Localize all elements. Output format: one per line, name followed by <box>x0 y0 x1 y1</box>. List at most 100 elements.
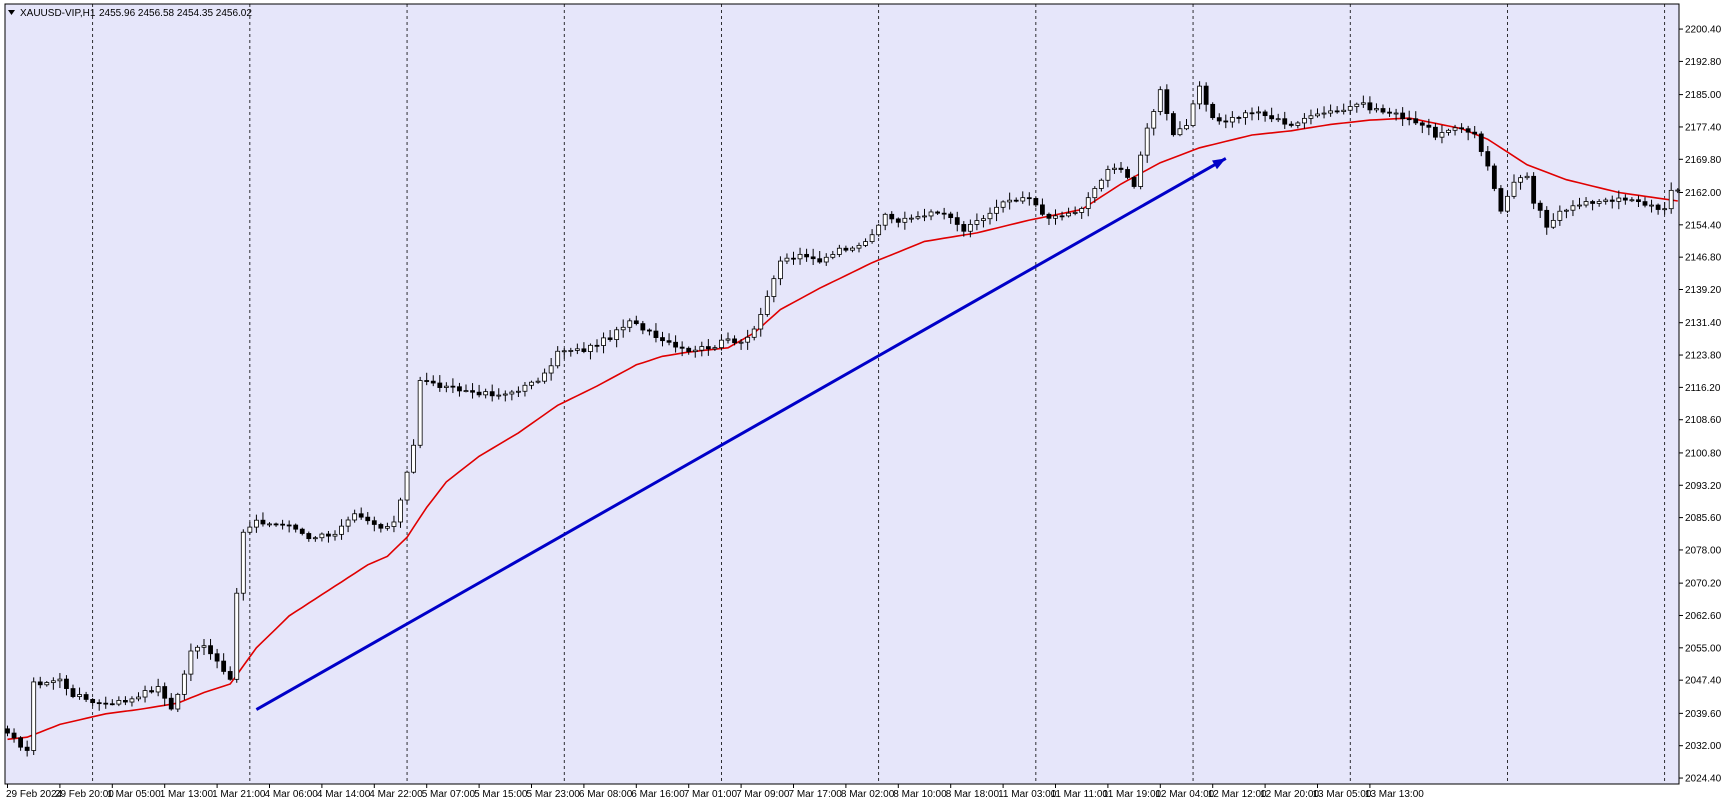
candle[interactable] <box>856 242 862 253</box>
candle[interactable] <box>391 515 397 533</box>
candle[interactable] <box>692 345 698 358</box>
candle[interactable] <box>1144 123 1150 163</box>
candle[interactable] <box>208 638 213 660</box>
candle[interactable] <box>326 531 331 543</box>
candle[interactable] <box>332 530 338 541</box>
candle[interactable] <box>1210 102 1216 120</box>
candle[interactable] <box>758 307 764 337</box>
candle[interactable] <box>1662 202 1668 215</box>
candle[interactable] <box>312 536 318 542</box>
candle[interactable] <box>358 507 364 520</box>
candle[interactable] <box>1675 188 1681 194</box>
candle[interactable] <box>1472 125 1478 139</box>
candle[interactable] <box>286 520 292 533</box>
candle[interactable] <box>1583 197 1589 208</box>
candle[interactable] <box>1105 165 1111 188</box>
candle[interactable] <box>516 386 521 398</box>
candle[interactable] <box>810 248 816 265</box>
candle[interactable] <box>1308 109 1314 125</box>
candle[interactable] <box>299 527 305 536</box>
candle[interactable] <box>450 378 456 394</box>
candle[interactable] <box>240 529 246 601</box>
candle[interactable] <box>1550 213 1556 229</box>
candle[interactable] <box>280 519 286 530</box>
candle[interactable] <box>1511 174 1517 199</box>
candle[interactable] <box>1013 197 1019 203</box>
candle[interactable] <box>443 382 449 393</box>
candle[interactable] <box>876 223 882 237</box>
candle[interactable] <box>1112 163 1117 174</box>
candle[interactable] <box>1079 206 1085 219</box>
candle[interactable] <box>1485 146 1491 171</box>
candle[interactable] <box>489 384 495 402</box>
candle[interactable] <box>745 329 751 350</box>
candle[interactable] <box>653 323 659 343</box>
candle[interactable] <box>319 532 325 542</box>
candle[interactable] <box>1400 107 1406 126</box>
candle[interactable] <box>103 696 109 709</box>
candle[interactable] <box>1269 107 1275 123</box>
candle[interactable] <box>529 380 534 390</box>
candle[interactable] <box>568 347 574 357</box>
candle[interactable] <box>1655 203 1661 215</box>
candle[interactable] <box>633 315 639 326</box>
candle[interactable] <box>142 685 148 703</box>
candle[interactable] <box>1197 81 1202 110</box>
candle[interactable] <box>941 207 947 220</box>
candle[interactable] <box>267 522 272 528</box>
candle[interactable] <box>411 439 417 474</box>
candle[interactable] <box>1328 104 1333 117</box>
candle[interactable] <box>77 687 82 700</box>
candle[interactable] <box>31 677 37 756</box>
candle[interactable] <box>109 699 115 706</box>
candle[interactable] <box>306 531 312 542</box>
candle[interactable] <box>457 382 462 397</box>
candle[interactable] <box>1374 103 1379 113</box>
candle[interactable] <box>1046 212 1052 225</box>
candle[interactable] <box>1354 102 1360 113</box>
candle[interactable] <box>1439 125 1445 144</box>
candle[interactable] <box>967 219 973 238</box>
candle[interactable] <box>496 388 502 400</box>
candle[interactable] <box>1151 109 1157 136</box>
candle[interactable] <box>1524 172 1530 180</box>
candle[interactable] <box>1243 109 1248 125</box>
candle[interactable] <box>594 339 600 353</box>
candle[interactable] <box>365 512 371 525</box>
candle[interactable] <box>679 341 685 357</box>
candle[interactable] <box>430 375 436 387</box>
candle[interactable] <box>1164 84 1170 121</box>
candle[interactable] <box>1380 104 1386 115</box>
candle[interactable] <box>1537 200 1543 219</box>
candle[interactable] <box>817 251 823 264</box>
candle[interactable] <box>470 383 475 399</box>
candle[interactable] <box>1360 95 1366 108</box>
candle[interactable] <box>1118 162 1124 173</box>
candle[interactable] <box>1282 111 1288 129</box>
candle[interactable] <box>1184 119 1189 131</box>
candle[interactable] <box>830 250 836 260</box>
candle[interactable] <box>1262 109 1268 122</box>
candle[interactable] <box>11 728 17 743</box>
candle[interactable] <box>371 516 377 532</box>
candle[interactable] <box>823 253 829 266</box>
candle[interactable] <box>1491 163 1497 192</box>
candle[interactable] <box>869 229 875 244</box>
candle[interactable] <box>1275 113 1281 123</box>
candle[interactable] <box>1321 106 1327 119</box>
candle[interactable] <box>18 736 24 751</box>
candle[interactable] <box>601 332 606 354</box>
candle[interactable] <box>463 384 469 393</box>
candle[interactable] <box>836 244 842 258</box>
candle[interactable] <box>1570 200 1576 217</box>
candle[interactable] <box>221 653 227 675</box>
candle[interactable] <box>1347 100 1353 115</box>
candle[interactable] <box>1452 124 1458 136</box>
candle[interactable] <box>201 639 207 656</box>
candle[interactable] <box>260 512 266 527</box>
candle[interactable] <box>863 238 868 248</box>
candle[interactable] <box>627 318 633 333</box>
candle[interactable] <box>522 382 528 397</box>
candle[interactable] <box>214 648 220 669</box>
candle[interactable] <box>227 666 233 681</box>
